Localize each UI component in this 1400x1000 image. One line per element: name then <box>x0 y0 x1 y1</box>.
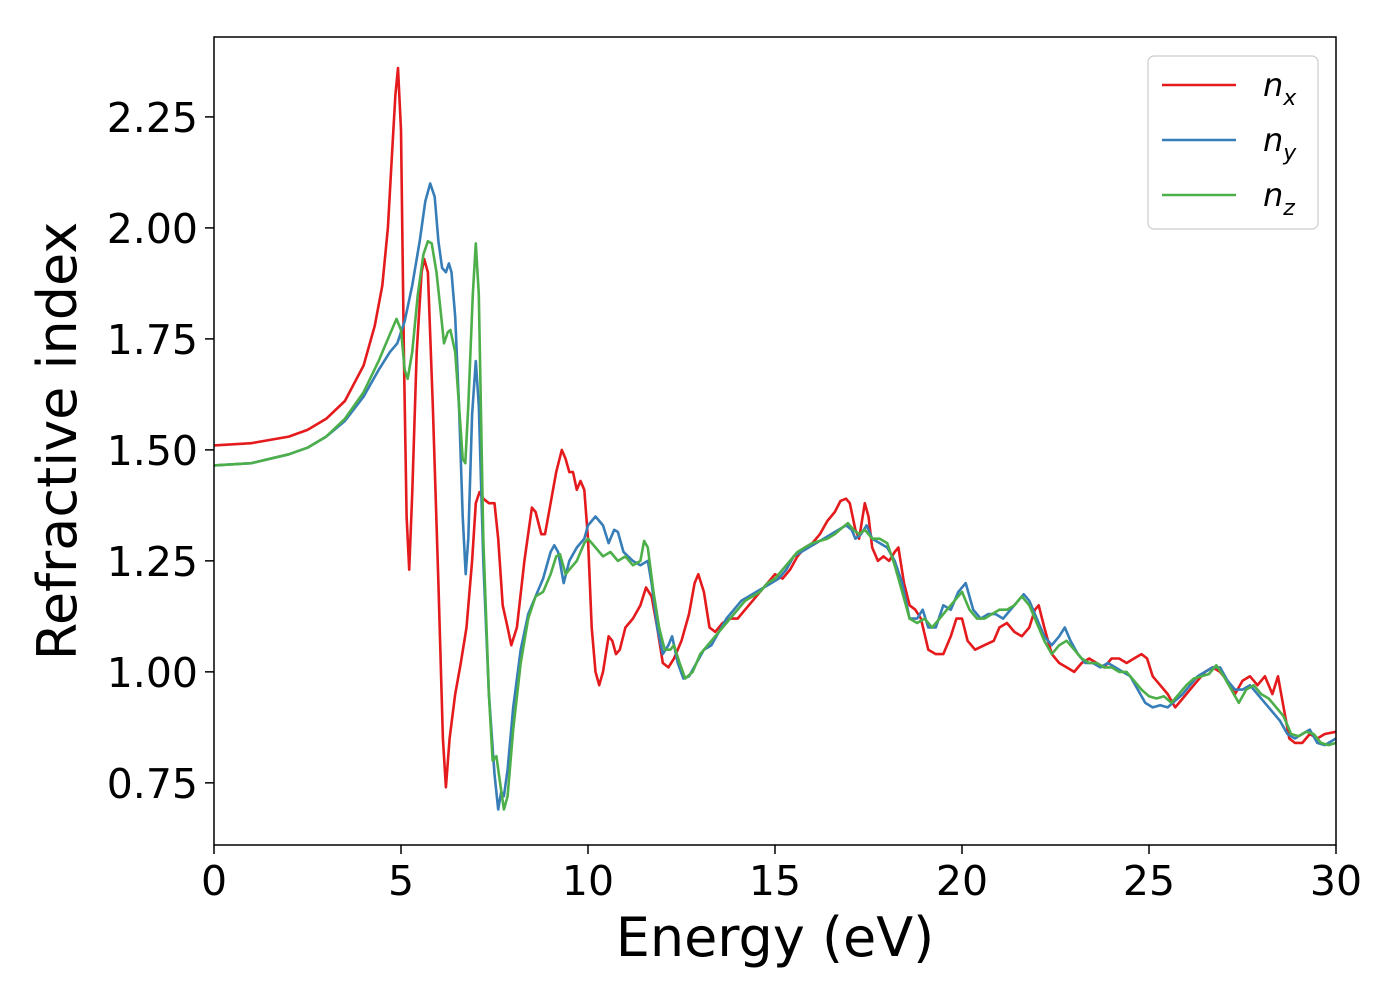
y-tick-label: 2.25 <box>107 94 198 142</box>
x-tick-label: 30 <box>1310 857 1362 905</box>
y-axis-ticks: 0.75 1.00 1.25 1.50 1.75 2.00 2.25 <box>107 94 214 808</box>
y-axis-label: Refractive index <box>26 222 89 661</box>
y-tick-label: 1.00 <box>107 649 198 697</box>
series-line-y <box>214 182 1336 811</box>
legend-label-z: nz <box>1263 176 1295 221</box>
legend-label-y: ny <box>1263 121 1297 166</box>
y-tick-label: 1.25 <box>107 538 198 586</box>
legend-label-x: nx <box>1263 66 1297 111</box>
series-layer <box>214 66 1336 811</box>
legend-label-subscript: x <box>1282 86 1297 111</box>
y-tick-label: 1.75 <box>107 316 198 364</box>
x-tick-label: 20 <box>936 857 988 905</box>
y-tick-label: 2.00 <box>107 205 198 253</box>
legend-label-base: n <box>1263 121 1283 159</box>
x-tick-label: 25 <box>1123 857 1175 905</box>
legend-label-base: n <box>1263 66 1283 104</box>
x-tick-label: 5 <box>388 857 414 905</box>
series-line-z <box>214 239 1336 811</box>
legend-label-base: n <box>1263 176 1283 214</box>
y-tick-label: 1.50 <box>107 427 198 475</box>
legend-frame <box>1147 55 1319 230</box>
x-axis-ticks: 0 5 10 15 20 25 30 <box>201 845 1362 905</box>
legend-label-subscript: z <box>1282 196 1295 221</box>
x-tick-label: 0 <box>201 857 227 905</box>
y-tick-label: 0.75 <box>107 760 198 808</box>
legend-label-subscript: y <box>1282 141 1297 166</box>
x-tick-label: 15 <box>749 857 801 905</box>
x-tick-label: 10 <box>562 857 614 905</box>
x-axis-label: Energy (eV) <box>616 906 935 969</box>
